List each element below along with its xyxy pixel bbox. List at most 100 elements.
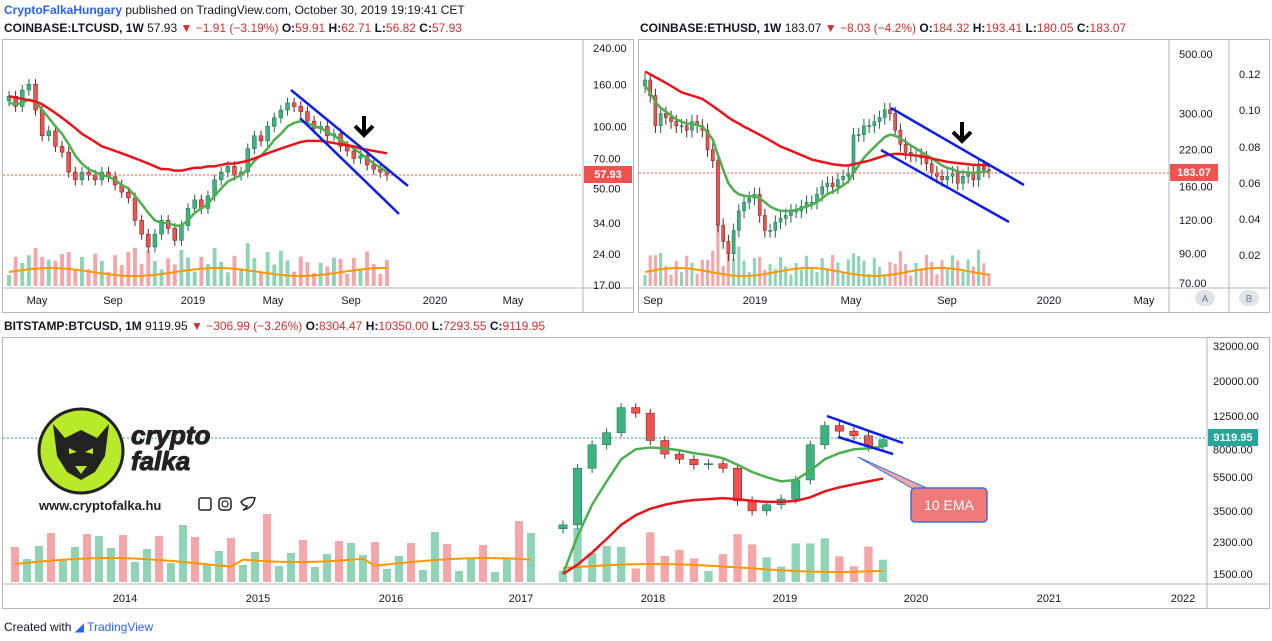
x-tick-label: May <box>1134 295 1155 307</box>
volume-bar <box>358 270 363 286</box>
candle <box>791 479 801 500</box>
volume-bar <box>152 261 157 286</box>
publish-info: published on TradingView.com, October 30… <box>125 3 465 17</box>
author-name[interactable]: CryptoFalkaHungary <box>4 3 123 17</box>
ratio-tick-label: 0.10 <box>1239 105 1260 117</box>
candle <box>862 125 866 135</box>
candle <box>747 197 752 203</box>
volume-bar <box>836 262 840 286</box>
volume-bar <box>857 256 861 286</box>
ema-annotation-label: 10 EMA <box>924 497 974 513</box>
ema-annotation-callout: 10 EMA <box>857 456 988 523</box>
candle <box>674 121 679 127</box>
volume-bar <box>643 275 647 286</box>
volume-bar <box>311 567 319 582</box>
volume-bar <box>733 534 742 582</box>
eth-chart[interactable]: 500.00 300.00 220.00 160.00 120.00 90.00 70.00… <box>639 40 1269 312</box>
candle <box>139 220 144 235</box>
volume-bar <box>631 568 640 582</box>
scale-a-label: A <box>1202 294 1209 305</box>
candle <box>79 171 85 181</box>
volume-bar <box>385 259 389 286</box>
volume-bar <box>259 271 263 286</box>
tradingview-logo-icon: ◢ <box>74 620 84 634</box>
btc-chart[interactable]: 32000.00 20000.00 12500.00 8000.00 5500.00 35… <box>3 338 1269 608</box>
ltc-low: 56.82 <box>385 21 416 35</box>
volume-bar <box>940 260 944 286</box>
eth-chart-panel[interactable]: 500.00 300.00 220.00 160.00 120.00 90.00 70.00… <box>638 39 1270 313</box>
volume-bar <box>935 274 939 286</box>
btc-price-tag <box>1208 429 1258 446</box>
volume-bar <box>225 272 230 286</box>
candle <box>726 241 731 254</box>
scale-b-button[interactable] <box>1239 290 1259 306</box>
x-tick-label: 2019 <box>773 593 797 605</box>
twitter-icon[interactable] <box>240 496 256 511</box>
ratio-tick-label: 0.02 <box>1239 250 1260 262</box>
volume-bar <box>966 259 970 286</box>
candle <box>872 121 877 127</box>
candle <box>291 102 297 107</box>
candle <box>763 215 767 231</box>
volume-bar <box>131 562 139 582</box>
volume-bar <box>742 260 746 286</box>
candle <box>192 199 197 209</box>
candle <box>152 233 158 248</box>
scale-a-button[interactable] <box>1195 290 1215 306</box>
volume-bar <box>331 257 336 286</box>
volume-bar <box>60 254 65 286</box>
volume-bar <box>133 247 137 286</box>
candle <box>132 197 138 221</box>
volume-bar <box>841 273 845 286</box>
candle <box>558 524 568 529</box>
candle <box>747 500 757 512</box>
volume-bar <box>312 273 317 286</box>
volume-bar <box>345 273 350 286</box>
ltc-open: 59.91 <box>295 21 326 35</box>
ltc-chart[interactable]: 240.00 160.00 100.00 70.00 50.00 34.00 24.00 17… <box>3 40 633 312</box>
y-tick-label: 1500.00 <box>1213 569 1253 581</box>
volume-bar <box>20 263 25 286</box>
candle <box>805 444 815 481</box>
candle <box>351 150 357 159</box>
y-tick-label: 240.00 <box>593 43 627 55</box>
candle <box>961 176 965 184</box>
instagram-icon[interactable] <box>218 497 232 511</box>
eth-last: 183.07 <box>784 21 822 35</box>
footer-brand[interactable]: TradingView <box>87 620 154 634</box>
volume-bar <box>721 266 725 286</box>
ratio-tick-label: 0.06 <box>1239 178 1260 190</box>
volume-bar <box>704 571 713 582</box>
candle <box>849 430 859 436</box>
volume-bar <box>777 566 786 582</box>
facebook-icon[interactable] <box>198 497 212 511</box>
x-tick-label: Sep <box>341 295 361 307</box>
candle <box>742 202 746 212</box>
volume-bar <box>263 514 271 582</box>
volume-bar <box>71 547 79 582</box>
candle <box>653 95 658 127</box>
footer: Created with ◢ TradingView <box>4 620 153 634</box>
volume-bar <box>113 255 118 286</box>
volume-bar <box>479 545 487 582</box>
candle <box>710 149 715 161</box>
volume-bar <box>726 254 730 286</box>
candle <box>929 163 934 174</box>
volume-bar <box>825 269 829 286</box>
volume-bar <box>325 266 330 286</box>
volume-bar <box>956 260 960 286</box>
btc-chart-panel[interactable]: 32000.00 20000.00 12500.00 8000.00 5500.00 35… <box>2 337 1270 609</box>
volume-bar <box>675 549 684 582</box>
ltc-chart-panel[interactable]: 240.00 160.00 100.00 70.00 50.00 34.00 24.00 17… <box>2 39 634 313</box>
y-tick-label: 90.00 <box>1179 249 1207 261</box>
candle <box>232 166 237 176</box>
candle <box>345 146 350 152</box>
volume-bar <box>930 262 934 286</box>
ltc-symbol: COINBASE:LTCUSD, 1W <box>4 21 144 35</box>
x-tick-label: 2020 <box>423 295 447 307</box>
volume-bar <box>251 552 259 582</box>
volume-bar <box>794 263 798 286</box>
volume-bar <box>179 525 187 582</box>
ltc-symbol-line: COINBASE:LTCUSD, 1W 57.93 ▼ −1.91 (−3.19… <box>4 21 462 35</box>
ltc-close: 57.93 <box>431 21 462 35</box>
